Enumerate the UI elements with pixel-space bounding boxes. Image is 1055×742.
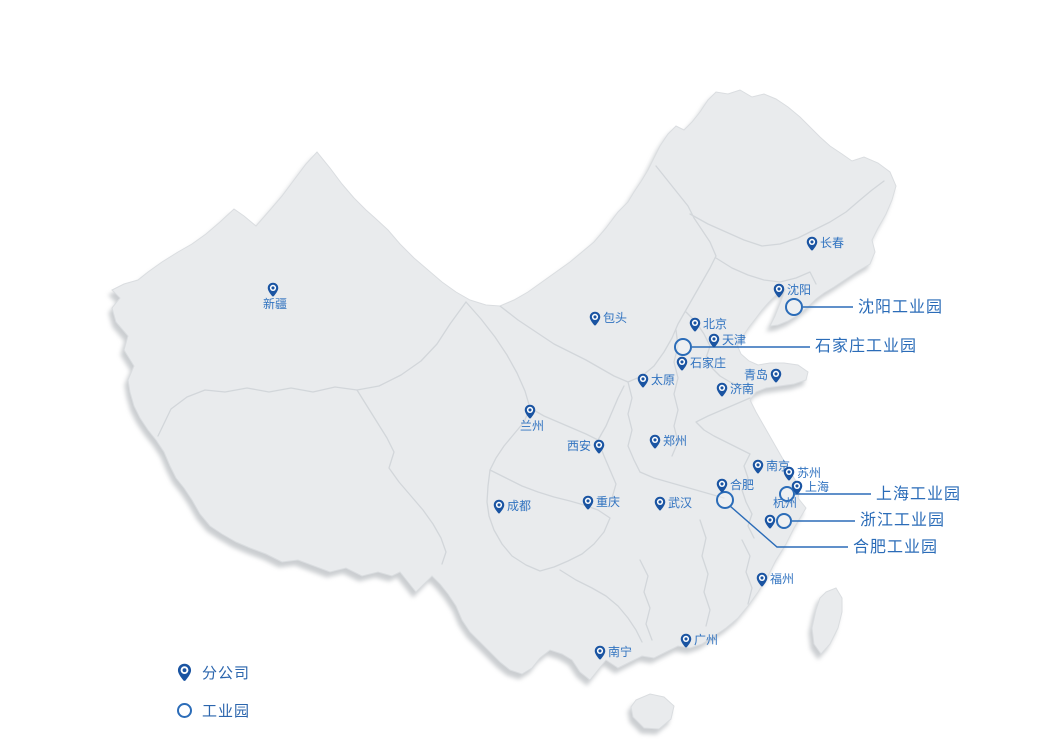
city-label: 郑州	[663, 434, 688, 448]
branch-pin-icon	[783, 466, 795, 481]
park-circle-icon[interactable]	[716, 491, 734, 509]
city-label: 杭州	[773, 496, 798, 510]
legend-item-park: 工业园	[172, 698, 250, 722]
city-label: 兰州	[519, 419, 545, 433]
branch-pin-icon	[582, 495, 594, 510]
branch-pin-icon	[637, 373, 649, 388]
city-label: 包头	[603, 311, 628, 325]
branch-pin-icon	[764, 514, 776, 529]
city-label: 苏州	[797, 466, 822, 480]
park-circle-icon[interactable]	[785, 298, 803, 316]
city-label: 西安	[566, 439, 591, 453]
branch-pin-icon	[267, 282, 279, 297]
branch-pin-icon	[524, 404, 536, 419]
park-callout-label[interactable]: 石家庄工业园	[815, 338, 918, 355]
city-label: 重庆	[596, 495, 621, 509]
branch-pin-icon	[680, 633, 692, 648]
park-callout-label[interactable]: 上海工业园	[876, 486, 962, 503]
branch-pin-icon	[594, 645, 606, 660]
city-label: 武汉	[668, 496, 693, 510]
branch-pin-icon	[791, 480, 803, 495]
park-circle-icon	[176, 702, 192, 718]
legend: 分公司 工业园	[172, 660, 250, 722]
park-callout-label[interactable]: 合肥工业园	[853, 539, 939, 556]
city-label: 长春	[820, 236, 845, 250]
legend-label: 分公司	[202, 664, 251, 682]
branch-pin-icon	[716, 478, 728, 493]
branch-pin-icon	[708, 333, 720, 348]
branch-pin-icon	[593, 439, 605, 454]
park-circle-icon[interactable]	[674, 338, 692, 356]
city-label: 太原	[651, 373, 676, 387]
city-label: 上海	[805, 480, 830, 494]
legend-item-branch: 分公司	[172, 660, 250, 684]
city-label: 南宁	[608, 645, 633, 659]
taiwan-island-shape	[811, 587, 843, 655]
city-label: 新疆	[262, 297, 288, 311]
park-callout-line	[729, 505, 848, 548]
city-label: 广州	[694, 633, 719, 647]
city-label: 青岛	[743, 368, 768, 382]
branch-pin-icon	[177, 663, 191, 681]
legend-label: 工业园	[202, 702, 251, 720]
city-label: 沈阳	[787, 283, 812, 297]
branch-pin-icon	[770, 368, 782, 383]
hainan-island-shape	[630, 693, 675, 730]
branch-pin-icon	[756, 572, 768, 587]
city-label: 南京	[766, 459, 791, 473]
branch-pin-icon	[654, 496, 666, 511]
branch-pin-icon	[689, 317, 701, 332]
branch-pin-icon	[649, 434, 661, 449]
branch-pin-icon	[806, 236, 818, 251]
branch-pin-icon	[716, 382, 728, 397]
city-label: 济南	[730, 382, 755, 396]
park-circle-icon[interactable]	[779, 486, 795, 502]
province-borders	[157, 165, 885, 643]
city-label: 合肥	[730, 478, 755, 492]
park-circle-icon[interactable]	[776, 513, 792, 529]
park-callout-label[interactable]: 浙江工业园	[860, 512, 946, 529]
city-label: 福州	[770, 572, 795, 586]
branch-pin-icon	[773, 283, 785, 298]
branch-pin-icon	[493, 499, 505, 514]
branch-pin-icon	[589, 311, 601, 326]
city-label: 天津	[722, 333, 747, 347]
city-label: 成都	[507, 499, 532, 513]
city-label: 石家庄	[690, 356, 727, 370]
branch-pin-icon	[752, 459, 764, 474]
park-callout-label[interactable]: 沈阳工业园	[858, 299, 944, 316]
china-mainland-shape	[111, 89, 897, 681]
branch-pin-icon	[676, 356, 688, 371]
city-label: 北京	[703, 317, 728, 331]
